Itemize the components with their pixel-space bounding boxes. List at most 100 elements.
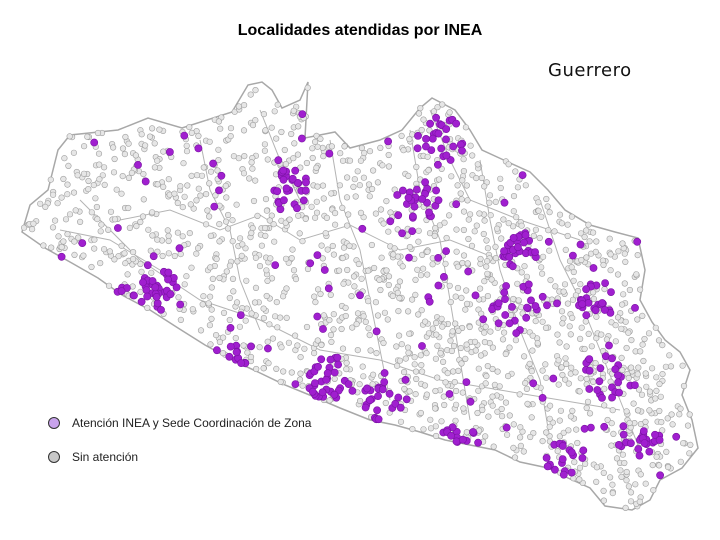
attended-locality-dot <box>358 224 367 233</box>
attended-locality-dot <box>640 439 649 447</box>
unattended-locality-dot <box>130 249 137 256</box>
attended-locality-dot <box>301 186 310 195</box>
unattended-locality-dot <box>149 209 156 216</box>
attended-locality-dot <box>393 191 402 199</box>
attended-locality-dot <box>442 125 451 134</box>
map-title: Localidades atendidas por INEA <box>237 22 483 39</box>
unattended-locality-dot <box>264 338 271 345</box>
unattended-locality-dot <box>634 252 641 259</box>
unattended-locality-dot <box>113 186 120 193</box>
unattended-locality-dot <box>532 226 540 233</box>
unattended-locality-dot <box>489 344 497 351</box>
unattended-locality-dot <box>419 368 426 375</box>
unattended-locality-dot <box>659 371 666 378</box>
unattended-locality-dot <box>462 306 469 313</box>
attended-locality-dot <box>615 388 623 397</box>
unattended-locality-dot <box>359 363 366 370</box>
unattended-locality-dot <box>512 168 519 175</box>
unattended-locality-dot <box>542 361 549 368</box>
unattended-locality-dot <box>190 205 197 212</box>
attended-locality-dot <box>578 454 587 462</box>
unattended-locality-dot <box>441 401 448 409</box>
attended-locality-dot <box>434 129 443 138</box>
unattended-locality-dot <box>294 342 301 349</box>
unattended-locality-dot <box>93 203 100 211</box>
unattended-locality-dot <box>171 252 178 260</box>
attended-locality-dot <box>585 385 594 393</box>
unattended-locality-dot <box>505 220 512 227</box>
unattended-locality-dot <box>118 242 125 249</box>
unattended-locality-dot <box>576 388 583 395</box>
unattended-locality-dot <box>625 329 632 336</box>
unattended-locality-dot <box>563 360 570 368</box>
attended-locality-dot <box>385 389 394 398</box>
unattended-locality-dot <box>278 344 285 351</box>
unattended-locality-dot <box>447 298 454 306</box>
unattended-locality-dot <box>385 281 392 289</box>
unattended-locality-dot <box>207 293 214 300</box>
unattended-locality-dot <box>555 357 562 364</box>
unattended-locality-dot <box>205 300 212 307</box>
unattended-locality-dot <box>431 232 438 239</box>
unattended-locality-dot <box>345 211 352 218</box>
unattended-locality-dot <box>397 418 405 425</box>
unattended-locality-dot <box>248 159 255 166</box>
unattended-locality-dot <box>492 243 499 250</box>
unattended-locality-dot <box>581 460 589 468</box>
unattended-locality-dot <box>137 218 144 226</box>
unattended-locality-dot <box>175 294 182 301</box>
unattended-locality-dot <box>405 349 412 356</box>
unattended-locality-dot <box>80 252 87 259</box>
unattended-locality-dot <box>484 245 492 252</box>
unattended-locality-dot <box>188 264 195 271</box>
unattended-locality-dot <box>474 409 481 417</box>
unattended-locality-dot <box>30 220 37 227</box>
attended-locality-dot <box>288 174 297 183</box>
unattended-locality-dot <box>148 269 155 276</box>
attended-locality-dot <box>608 393 616 402</box>
unattended-locality-dot <box>361 149 368 157</box>
attended-locality-dot <box>217 171 226 180</box>
unattended-locality-dot <box>149 232 156 239</box>
unattended-locality-dot <box>100 164 108 171</box>
attended-locality-dot <box>306 259 315 268</box>
unattended-locality-dot <box>332 210 339 217</box>
unattended-locality-dot <box>125 204 132 212</box>
unattended-locality-dot <box>453 401 460 408</box>
unattended-locality-dot <box>383 267 390 274</box>
unattended-locality-dot <box>229 217 236 224</box>
unattended-locality-dot <box>289 246 296 253</box>
attended-locality-dot <box>386 217 395 226</box>
unattended-locality-dot <box>199 301 206 308</box>
unattended-locality-dot <box>593 464 601 471</box>
attended-locality-dot <box>501 311 510 319</box>
unattended-locality-dot <box>598 331 605 338</box>
unattended-locality-dot <box>327 291 334 299</box>
attended-locality-dot <box>608 354 616 363</box>
unattended-locality-dot <box>318 341 325 349</box>
attended-locality-dot <box>398 229 406 238</box>
attended-locality-dot <box>317 355 326 364</box>
unattended-locality-dot <box>21 224 28 231</box>
unattended-locality-dot <box>621 250 628 257</box>
legend-item-unattended: Sin atención <box>48 450 138 464</box>
unattended-locality-dot <box>342 304 349 312</box>
unattended-locality-dot <box>492 198 499 205</box>
unattended-locality-dot <box>517 424 524 431</box>
unattended-locality-dot <box>583 227 590 234</box>
unattended-locality-dot <box>330 326 337 333</box>
unattended-locality-dot <box>452 293 459 300</box>
unattended-locality-dot <box>311 350 318 357</box>
attended-locality-dot <box>432 113 440 122</box>
attended-locality-dot <box>521 231 530 239</box>
unattended-locality-dot <box>420 426 427 433</box>
unattended-locality-dot <box>527 433 534 441</box>
attended-locality-dot <box>143 292 152 301</box>
unattended-locality-dot <box>365 325 372 332</box>
unattended-locality-dot <box>339 255 346 262</box>
attended-locality-dot <box>600 422 609 431</box>
unattended-locality-dot <box>262 127 269 134</box>
unattended-locality-dot <box>559 320 566 327</box>
attended-locality-dot <box>605 341 613 350</box>
attended-locality-dot <box>164 275 172 284</box>
